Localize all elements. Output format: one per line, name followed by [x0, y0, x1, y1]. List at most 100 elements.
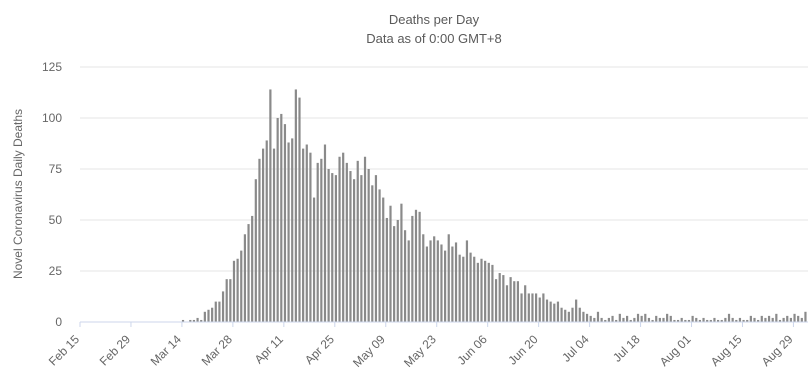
bar: [804, 311, 807, 322]
bar: [676, 319, 680, 322]
bar: [753, 317, 756, 322]
bar: [564, 309, 567, 322]
x-tick-label: May 09: [350, 332, 388, 370]
bar: [615, 319, 618, 322]
bar: [203, 311, 206, 322]
bar: [214, 301, 217, 322]
bar: [374, 175, 378, 322]
x-tick-label: Aug 29: [759, 332, 796, 369]
bar: [200, 319, 203, 322]
bar: [327, 169, 330, 322]
bar: [221, 291, 225, 322]
y-axis-ticks: 0 25 50 75 100 125: [42, 60, 62, 329]
y-tick-label: 50: [49, 213, 63, 227]
bar: [473, 256, 476, 322]
x-tick-label: Apr 25: [302, 332, 337, 367]
bar: [545, 299, 549, 322]
bar: [527, 293, 530, 322]
bar: [797, 315, 800, 322]
bar: [589, 315, 592, 322]
bar: [775, 313, 778, 322]
bar: [542, 293, 545, 322]
bar: [360, 175, 363, 322]
bar: [189, 319, 192, 322]
bar: [782, 317, 785, 322]
bar: [757, 319, 760, 322]
bar: [655, 315, 658, 322]
bar: [484, 260, 487, 322]
bar: [771, 317, 774, 322]
bar: [789, 317, 792, 322]
bar: [251, 215, 254, 322]
bar: [440, 244, 443, 322]
bar: [760, 315, 763, 322]
bar: [567, 311, 570, 322]
x-axis-ticks: Feb 15 Feb 29 Mar 14 Mar 28 Apr 11 Apr 25 May …: [46, 322, 796, 370]
x-tick-label: Aug 01: [657, 332, 694, 369]
bar: [738, 317, 742, 322]
bar: [658, 317, 661, 322]
x-tick-label: Feb 15: [46, 332, 83, 369]
bar: [305, 144, 308, 322]
bar: [494, 279, 498, 322]
bar: [181, 319, 185, 322]
bar: [582, 311, 585, 322]
bar: [403, 230, 407, 322]
bar: [265, 140, 268, 322]
bar: [389, 205, 392, 322]
x-tick-label: Aug 15: [708, 332, 745, 369]
bar: [618, 313, 621, 322]
bar: [465, 240, 469, 322]
bar: [491, 264, 494, 322]
bar: [604, 319, 607, 322]
bar: [320, 158, 323, 322]
x-tick-label: Mar 28: [199, 332, 236, 369]
x-tick-label: Jul 04: [559, 332, 592, 365]
bar: [502, 275, 505, 322]
x-tick-label: Jun 06: [454, 332, 490, 368]
bar: [742, 319, 745, 322]
bar: [786, 315, 789, 322]
bar: [458, 254, 461, 322]
y-tick-label: 75: [49, 162, 63, 176]
bar: [302, 148, 305, 322]
bar: [291, 138, 294, 322]
bar: [276, 118, 279, 322]
bar: [400, 203, 403, 322]
bar: [451, 246, 454, 322]
bar: [309, 152, 312, 322]
bar: [607, 317, 610, 322]
bar: [709, 319, 712, 322]
y-tick-label: 25: [49, 264, 63, 278]
bar: [422, 234, 425, 322]
bar: [746, 319, 749, 322]
bar: [225, 279, 228, 322]
bar: [593, 317, 596, 322]
bar: [684, 319, 687, 322]
bar: [691, 315, 694, 322]
bar: [535, 293, 538, 322]
bar: [720, 319, 723, 322]
bar: [258, 158, 261, 322]
bar: [433, 236, 436, 322]
y-axis-label: Novel Coronavirus Daily Deaths: [11, 109, 25, 279]
bar: [331, 173, 334, 322]
bar: [767, 315, 771, 322]
bar: [196, 317, 199, 322]
bar: [735, 319, 738, 322]
bar: [644, 313, 647, 322]
bar: [706, 319, 709, 322]
bar: [498, 273, 501, 322]
bar: [596, 311, 600, 322]
bar: [254, 179, 257, 322]
bar: [414, 209, 418, 322]
x-tick-label: Apr 11: [252, 332, 287, 367]
bar: [549, 301, 552, 322]
bar: [673, 319, 676, 322]
bar: [629, 319, 632, 322]
bar: [585, 313, 589, 322]
bar: [272, 148, 276, 322]
x-tick-label: Mar 14: [148, 332, 185, 369]
x-tick-label: Jul 18: [610, 332, 643, 365]
